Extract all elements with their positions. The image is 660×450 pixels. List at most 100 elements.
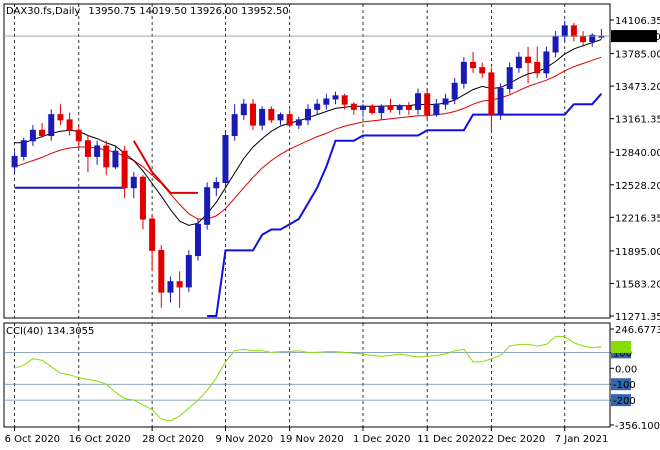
candle-body	[570, 25, 577, 37]
candle-body	[29, 129, 36, 142]
stop-line-lower	[14, 93, 603, 317]
candle-body	[295, 119, 302, 126]
ema-slow-line	[14, 56, 602, 220]
cci-level-box	[611, 378, 631, 391]
candle-body	[415, 93, 422, 110]
y-tick-label: 13785.00	[615, 50, 660, 61]
candle-body	[75, 129, 82, 142]
x-tick-label: 1 Dec 2020	[353, 434, 411, 445]
candle-body	[20, 140, 27, 157]
candle-body	[185, 255, 192, 288]
candle-body	[305, 108, 311, 121]
candle-body	[158, 249, 165, 293]
candle-body	[488, 72, 495, 116]
price-panel: 14106.35 13785.00 13473.20 13161.35 12840.00…	[3, 3, 660, 323]
candle-body	[167, 281, 174, 293]
cci-y-tick-label: 0.00	[615, 364, 637, 375]
stop-line-upper	[132, 140, 198, 194]
candle-body	[424, 93, 431, 116]
y-tick-label: 12216.35	[615, 213, 660, 224]
cci-y-tick-label: -100	[613, 380, 636, 391]
cci-value-box	[611, 340, 631, 353]
candle-body	[277, 114, 284, 121]
candle-body	[515, 56, 522, 69]
candle-body	[222, 135, 229, 183]
candle-body	[341, 95, 348, 105]
current-price-label: 13952.50	[613, 32, 660, 43]
candle-body	[194, 223, 201, 257]
candle-body	[360, 105, 367, 110]
candle-body	[57, 114, 64, 121]
x-tick-label: 7 Jan 2021	[555, 434, 609, 445]
candle-body	[543, 51, 550, 74]
candle-body	[350, 103, 357, 110]
candle-body	[139, 176, 146, 220]
candle-body	[552, 35, 559, 53]
current-price-box	[611, 30, 657, 43]
candle-body	[240, 103, 247, 116]
candle-body	[112, 150, 119, 168]
candle-body	[506, 67, 513, 90]
candle-body	[176, 281, 183, 288]
y-tick-label: 12840.00	[615, 148, 660, 159]
candle-body	[497, 88, 504, 116]
candle-body	[286, 114, 293, 126]
price-frame	[3, 3, 611, 319]
cci-y-tick-label: 246.6773	[615, 325, 660, 336]
candle-body	[534, 61, 541, 74]
cci-y-tick-label: -356.1005	[615, 421, 660, 432]
x-tick-label: 19 Nov 2020	[280, 434, 344, 445]
x-tick-label: 6 Oct 2020	[5, 434, 60, 445]
candle-body	[396, 105, 403, 110]
candle-body	[249, 103, 256, 126]
candle-body	[378, 105, 385, 114]
x-tick-label: 22 Dec 2020	[481, 434, 545, 445]
candle-body	[589, 34, 596, 43]
candle-body	[561, 25, 568, 37]
cci-level-box	[611, 394, 631, 407]
y-tick-label: 13473.20	[615, 82, 660, 93]
candle-body	[332, 95, 339, 100]
y-tick-label: 13161.35	[615, 115, 660, 126]
candle-body	[213, 181, 220, 189]
chart-title: DAX30.fs,Daily 13950.75 14019.50 13926.00…	[6, 6, 289, 17]
x-tick-label: 9 Nov 2020	[215, 434, 273, 445]
cci-panel: 6 Oct 2020 16 Oct 2020 28 Oct 2020 9 Nov 20…	[3, 322, 660, 445]
candle-body	[460, 61, 467, 84]
candle-body	[433, 103, 440, 116]
candle-body	[451, 82, 458, 100]
candle-body	[580, 35, 587, 43]
candle-body	[130, 176, 137, 189]
y-tick-label: 12528.20	[615, 181, 660, 192]
candle-body	[121, 150, 128, 189]
candle-body	[470, 61, 477, 69]
cci-y-tick-label: -200	[613, 396, 636, 407]
candle-body	[103, 145, 110, 168]
candle-body	[479, 67, 486, 74]
candle-body	[387, 105, 394, 110]
ema-fast-line	[14, 39, 602, 226]
candle-body	[369, 105, 376, 114]
candle-body	[149, 218, 156, 251]
candle-body	[48, 114, 55, 137]
candle-body	[525, 56, 532, 63]
x-tick-label: 11 Dec 2020	[417, 434, 481, 445]
cci-y-tick-label: 100	[613, 348, 632, 359]
x-tick-label: 28 Oct 2020	[142, 434, 204, 445]
candle-body	[405, 105, 412, 110]
candle-body	[94, 145, 101, 157]
candle-body	[39, 129, 46, 137]
x-tick-label: 16 Oct 2020	[69, 434, 131, 445]
candle-body	[268, 108, 275, 121]
candle-body	[84, 140, 91, 157]
y-tick-label: 14106.35	[615, 16, 660, 27]
candle-body	[323, 98, 330, 105]
candle-body	[11, 155, 18, 168]
y-tick-label: 11895.00	[615, 247, 660, 258]
candle-body	[314, 103, 321, 110]
cci-frame	[3, 322, 611, 428]
candle-body	[231, 114, 238, 137]
cci-line	[14, 335, 602, 422]
candle-body	[442, 98, 449, 105]
